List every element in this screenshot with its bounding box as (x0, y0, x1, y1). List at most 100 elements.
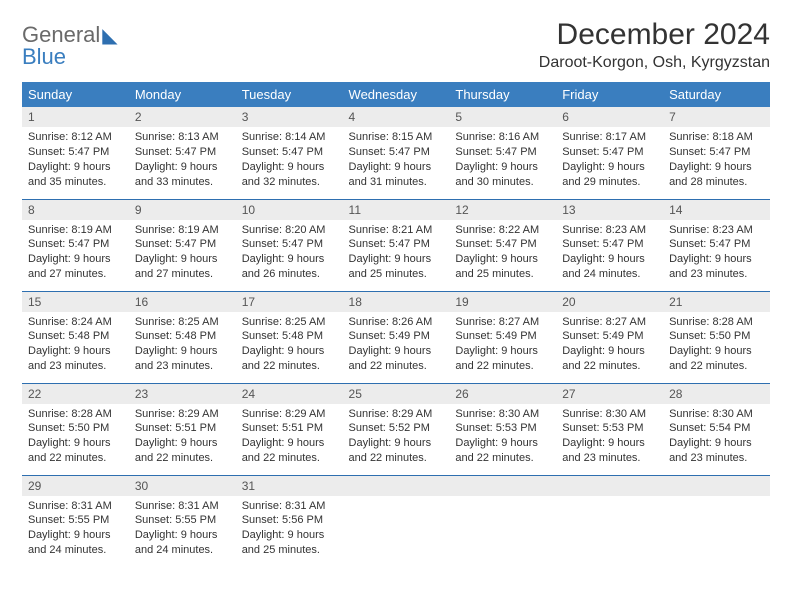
day-number: 19 (449, 292, 556, 312)
calendar-day-cell: 26Sunrise: 8:30 AMSunset: 5:53 PMDayligh… (449, 383, 556, 475)
daylight-line: Daylight: 9 hours and 24 minutes. (562, 252, 657, 282)
day-number-empty (449, 476, 556, 496)
sunset-line: Sunset: 5:54 PM (669, 421, 764, 436)
sunset-line: Sunset: 5:51 PM (242, 421, 337, 436)
day-number: 14 (663, 200, 770, 220)
calendar-day-cell: 4Sunrise: 8:15 AMSunset: 5:47 PMDaylight… (343, 107, 450, 199)
sunrise-line: Sunrise: 8:27 AM (562, 315, 657, 330)
day-number: 25 (343, 384, 450, 404)
calendar-day-cell: 22Sunrise: 8:28 AMSunset: 5:50 PMDayligh… (22, 383, 129, 475)
calendar-day-cell: 24Sunrise: 8:29 AMSunset: 5:51 PMDayligh… (236, 383, 343, 475)
day-details: Sunrise: 8:21 AMSunset: 5:47 PMDaylight:… (343, 220, 450, 288)
day-details: Sunrise: 8:29 AMSunset: 5:52 PMDaylight:… (343, 404, 450, 472)
sunrise-line: Sunrise: 8:29 AM (349, 407, 444, 422)
day-details: Sunrise: 8:31 AMSunset: 5:55 PMDaylight:… (129, 496, 236, 564)
weekday-header: Wednesday (343, 82, 450, 107)
logo: General◣ Blue (22, 18, 118, 68)
daylight-line: Daylight: 9 hours and 22 minutes. (455, 436, 550, 466)
sunrise-line: Sunrise: 8:23 AM (562, 223, 657, 238)
daylight-line: Daylight: 9 hours and 22 minutes. (669, 344, 764, 374)
day-number: 5 (449, 107, 556, 127)
sunset-line: Sunset: 5:48 PM (242, 329, 337, 344)
daylight-line: Daylight: 9 hours and 23 minutes. (135, 344, 230, 374)
sunrise-line: Sunrise: 8:31 AM (242, 499, 337, 514)
sunset-line: Sunset: 5:47 PM (669, 145, 764, 160)
day-details: Sunrise: 8:29 AMSunset: 5:51 PMDaylight:… (129, 404, 236, 472)
sunset-line: Sunset: 5:49 PM (455, 329, 550, 344)
calendar-day-cell: 31Sunrise: 8:31 AMSunset: 5:56 PMDayligh… (236, 475, 343, 567)
day-number: 13 (556, 200, 663, 220)
day-number: 27 (556, 384, 663, 404)
day-details: Sunrise: 8:20 AMSunset: 5:47 PMDaylight:… (236, 220, 343, 288)
sunset-line: Sunset: 5:48 PM (28, 329, 123, 344)
day-number: 8 (22, 200, 129, 220)
header: General◣ Blue December 2024 Daroot-Korgo… (22, 18, 770, 72)
daylight-line: Daylight: 9 hours and 22 minutes. (242, 344, 337, 374)
sunrise-line: Sunrise: 8:27 AM (455, 315, 550, 330)
day-number: 17 (236, 292, 343, 312)
daylight-line: Daylight: 9 hours and 22 minutes. (349, 344, 444, 374)
calendar-day-cell: 30Sunrise: 8:31 AMSunset: 5:55 PMDayligh… (129, 475, 236, 567)
daylight-line: Daylight: 9 hours and 31 minutes. (349, 160, 444, 190)
daylight-line: Daylight: 9 hours and 32 minutes. (242, 160, 337, 190)
sunset-line: Sunset: 5:47 PM (349, 145, 444, 160)
sunrise-line: Sunrise: 8:16 AM (455, 130, 550, 145)
daylight-line: Daylight: 9 hours and 23 minutes. (562, 436, 657, 466)
calendar-day-cell: 15Sunrise: 8:24 AMSunset: 5:48 PMDayligh… (22, 291, 129, 383)
day-details: Sunrise: 8:27 AMSunset: 5:49 PMDaylight:… (556, 312, 663, 380)
day-number: 20 (556, 292, 663, 312)
calendar-day-cell: 7Sunrise: 8:18 AMSunset: 5:47 PMDaylight… (663, 107, 770, 199)
day-details: Sunrise: 8:25 AMSunset: 5:48 PMDaylight:… (236, 312, 343, 380)
day-number: 4 (343, 107, 450, 127)
sunrise-line: Sunrise: 8:28 AM (669, 315, 764, 330)
sunset-line: Sunset: 5:55 PM (28, 513, 123, 528)
calendar-week-row: 1Sunrise: 8:12 AMSunset: 5:47 PMDaylight… (22, 107, 770, 199)
day-number: 15 (22, 292, 129, 312)
calendar-day-cell: 19Sunrise: 8:27 AMSunset: 5:49 PMDayligh… (449, 291, 556, 383)
day-number: 31 (236, 476, 343, 496)
sunset-line: Sunset: 5:47 PM (135, 237, 230, 252)
day-details: Sunrise: 8:26 AMSunset: 5:49 PMDaylight:… (343, 312, 450, 380)
daylight-line: Daylight: 9 hours and 35 minutes. (28, 160, 123, 190)
day-details: Sunrise: 8:27 AMSunset: 5:49 PMDaylight:… (449, 312, 556, 380)
sunset-line: Sunset: 5:50 PM (669, 329, 764, 344)
sunset-line: Sunset: 5:47 PM (135, 145, 230, 160)
sunrise-line: Sunrise: 8:26 AM (349, 315, 444, 330)
sunrise-line: Sunrise: 8:17 AM (562, 130, 657, 145)
calendar-day-cell: 2Sunrise: 8:13 AMSunset: 5:47 PMDaylight… (129, 107, 236, 199)
sunset-line: Sunset: 5:47 PM (242, 145, 337, 160)
weekday-header: Sunday (22, 82, 129, 107)
sunset-line: Sunset: 5:53 PM (562, 421, 657, 436)
weekday-header: Friday (556, 82, 663, 107)
sunrise-line: Sunrise: 8:21 AM (349, 223, 444, 238)
weekday-header: Saturday (663, 82, 770, 107)
weekday-header: Thursday (449, 82, 556, 107)
calendar-day-cell: 20Sunrise: 8:27 AMSunset: 5:49 PMDayligh… (556, 291, 663, 383)
sunset-line: Sunset: 5:47 PM (455, 145, 550, 160)
day-number: 28 (663, 384, 770, 404)
calendar-day-cell: 10Sunrise: 8:20 AMSunset: 5:47 PMDayligh… (236, 199, 343, 291)
day-details: Sunrise: 8:23 AMSunset: 5:47 PMDaylight:… (663, 220, 770, 288)
day-details: Sunrise: 8:14 AMSunset: 5:47 PMDaylight:… (236, 127, 343, 195)
logo-text-blue: Blue (22, 46, 118, 68)
calendar-day-cell: 14Sunrise: 8:23 AMSunset: 5:47 PMDayligh… (663, 199, 770, 291)
calendar-day-cell (343, 475, 450, 567)
calendar-day-cell (449, 475, 556, 567)
sunset-line: Sunset: 5:48 PM (135, 329, 230, 344)
sunrise-line: Sunrise: 8:20 AM (242, 223, 337, 238)
calendar-day-cell: 17Sunrise: 8:25 AMSunset: 5:48 PMDayligh… (236, 291, 343, 383)
calendar-day-cell: 29Sunrise: 8:31 AMSunset: 5:55 PMDayligh… (22, 475, 129, 567)
day-number: 30 (129, 476, 236, 496)
daylight-line: Daylight: 9 hours and 23 minutes. (669, 436, 764, 466)
day-details: Sunrise: 8:31 AMSunset: 5:55 PMDaylight:… (22, 496, 129, 564)
daylight-line: Daylight: 9 hours and 23 minutes. (669, 252, 764, 282)
day-number: 22 (22, 384, 129, 404)
sunrise-line: Sunrise: 8:25 AM (135, 315, 230, 330)
sunset-line: Sunset: 5:52 PM (349, 421, 444, 436)
weekday-header: Tuesday (236, 82, 343, 107)
sunset-line: Sunset: 5:47 PM (562, 145, 657, 160)
daylight-line: Daylight: 9 hours and 22 minutes. (455, 344, 550, 374)
day-number: 23 (129, 384, 236, 404)
daylight-line: Daylight: 9 hours and 33 minutes. (135, 160, 230, 190)
day-number-empty (556, 476, 663, 496)
